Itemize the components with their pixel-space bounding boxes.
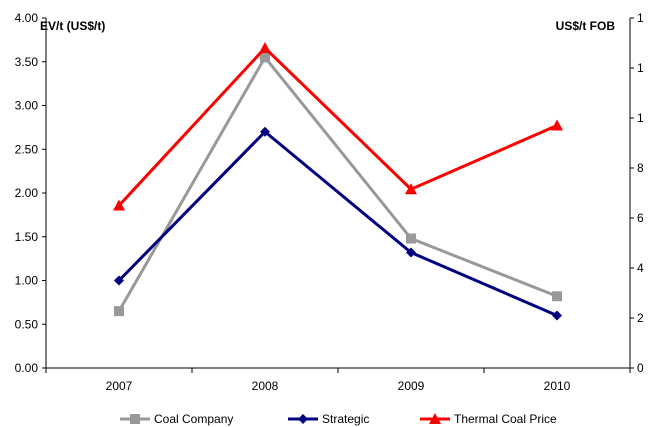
data-point-strategic — [114, 275, 124, 286]
legend: Coal Company Strategic Thermal Coal Price — [120, 412, 557, 426]
data-point-strategic — [406, 247, 416, 258]
left-axis-tick-label: 1.50 — [15, 230, 39, 244]
x-axis-tick-label: 2008 — [252, 379, 279, 393]
x-axis-tick-label: 2007 — [106, 379, 133, 393]
left-axis-tick-label: 0.00 — [15, 361, 39, 375]
data-point-thermal-coal-price — [405, 183, 417, 195]
right-axis-tick-label: 6 — [637, 211, 644, 225]
legend-label-strategic: Strategic — [322, 412, 369, 426]
left-axis-title: EV/t (US$/t) — [40, 19, 105, 33]
data-point-strategic — [552, 310, 562, 321]
left-axis: 0.00 0.50 1.00 1.50 2.00 2.50 3.00 3.50 4.00 — [15, 11, 47, 375]
right-axis-tick-label: 4 — [637, 261, 644, 275]
legend-label-thermal-coal-price: Thermal Coal Price — [454, 412, 557, 426]
series-group — [113, 42, 563, 321]
data-point-coal-company — [114, 306, 124, 317]
left-axis-tick-label: 0.50 — [15, 317, 39, 331]
legend-marker-thermal-coal-price — [429, 413, 441, 424]
data-point-thermal-coal-price — [259, 42, 271, 53]
right-axis-tick-label: 0 — [637, 361, 644, 375]
legend-marker-coal-company — [130, 414, 140, 424]
x-axis-tick-label: 2010 — [544, 379, 571, 393]
series-line-strategic — [117, 129, 558, 317]
right-axis-tick-label: 2 — [637, 311, 644, 325]
data-point-coal-company — [260, 52, 270, 63]
right-axis-tick-label: 1 — [637, 111, 644, 125]
left-axis-tick-label: 2.00 — [15, 186, 39, 200]
right-axis-tick-label: 8 — [637, 161, 644, 175]
series-line-thermal-coal-price — [117, 45, 558, 207]
left-axis-tick-label: 3.00 — [15, 99, 39, 113]
right-axis-title: US$/t FOB — [556, 19, 616, 33]
data-point-thermal-coal-price — [551, 119, 563, 131]
left-axis-tick-label: 3.50 — [15, 55, 39, 69]
right-axis: 0 2 4 6 8 1 1 1 — [629, 11, 644, 375]
legend-label-coal-company: Coal Company — [154, 412, 233, 426]
right-axis-tick-label: 1 — [637, 61, 644, 75]
legend-marker-strategic — [298, 414, 308, 424]
left-axis-tick-label: 4.00 — [15, 11, 39, 25]
left-axis-tick-label: 1.00 — [15, 274, 39, 288]
data-point-thermal-coal-price — [113, 199, 125, 211]
left-axis-tick-label: 2.50 — [15, 142, 39, 156]
series-line-coal-company — [117, 54, 558, 312]
data-point-coal-company — [406, 233, 416, 244]
data-point-strategic — [260, 126, 270, 137]
x-axis-tick-label: 2009 — [398, 379, 425, 393]
right-axis-tick-label: 1 — [637, 11, 644, 25]
x-axis: 2007 2008 2009 2010 — [45, 367, 631, 393]
data-point-coal-company — [552, 291, 562, 302]
